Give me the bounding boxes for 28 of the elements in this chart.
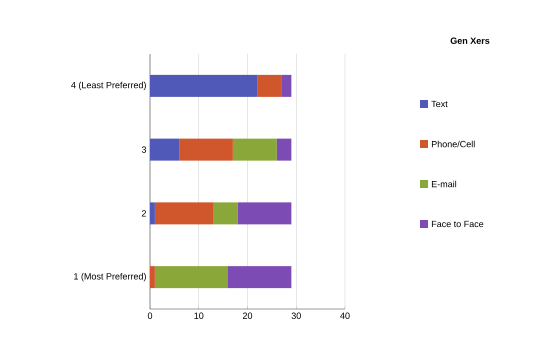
bar — [154, 266, 228, 288]
bar — [232, 138, 277, 161]
legend-title: Gen Xers — [450, 38, 490, 44]
bar — [154, 202, 214, 224]
bar — [282, 74, 292, 97]
x-tick-label: 30 — [292, 312, 301, 319]
bar — [213, 202, 238, 224]
legend-label: Face to Face — [432, 220, 484, 228]
bar — [150, 138, 180, 161]
y-tick-label: 2 — [142, 210, 146, 217]
bar — [150, 74, 258, 97]
bar — [150, 202, 155, 224]
bar — [276, 138, 292, 161]
x-tick-label: 10 — [194, 312, 204, 319]
y-tick-label: 1 (Most Preferred) — [74, 272, 146, 282]
bar — [238, 202, 292, 224]
x-tick-label: 40 — [340, 312, 350, 319]
legend-label: Phone/Cell — [432, 140, 475, 148]
legend-label: E-mail — [432, 180, 456, 188]
y-tick-label: 4 (Least Preferred) — [71, 82, 146, 90]
bar — [179, 138, 233, 161]
legend-label: Text — [431, 100, 448, 108]
y-tick-label: 3 — [142, 146, 146, 153]
bar — [150, 266, 155, 288]
x-tick-label: 0 — [148, 312, 152, 319]
x-tick-label: 20 — [242, 312, 252, 319]
bar — [257, 74, 282, 97]
bar — [228, 266, 292, 288]
